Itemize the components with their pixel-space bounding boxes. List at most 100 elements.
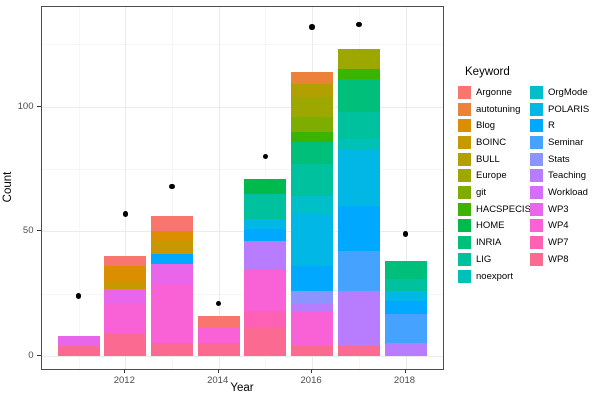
legend-item-Workload: Workload	[530, 184, 588, 201]
bar-segment-WP4	[197, 328, 240, 344]
legend-label: WP7	[548, 237, 569, 249]
bar-segment-WP8	[104, 333, 147, 356]
bar-segment-Europe	[337, 49, 380, 70]
bar-segment-INRIA	[291, 141, 334, 164]
y-tick-mark	[37, 230, 41, 232]
x-tick-mark	[124, 369, 126, 373]
legend-swatch-WP8	[530, 252, 543, 266]
legend-label: WP4	[548, 220, 569, 232]
x-tick-mark	[311, 369, 313, 373]
legend-item-Europe: Europe	[458, 168, 507, 185]
legend-label: POLARIS	[548, 103, 590, 115]
bar-segment-LIG	[291, 164, 334, 197]
plot-panel	[40, 6, 444, 370]
bar-segment-Teaching	[244, 241, 287, 269]
legend-item-HOME: HOME	[458, 218, 505, 235]
legend-swatch-OrgMode	[530, 85, 543, 99]
bar-segment-R	[337, 206, 380, 252]
bar-segment-HACSPECIS	[337, 69, 380, 80]
bar-segment-WP8	[337, 345, 380, 356]
legend-label: noexport	[476, 270, 513, 282]
bar-segment-R	[291, 266, 334, 292]
legend-item-Stats: Stats	[530, 151, 570, 168]
bar-segment-autotuning	[291, 71, 334, 85]
bar-segment-R	[384, 301, 427, 314]
legend-item-WP8: WP8	[530, 251, 569, 268]
bar-segment-WP3	[57, 335, 100, 346]
bar-segment-Teaching	[291, 303, 334, 312]
data-point	[169, 183, 175, 190]
data-point	[215, 300, 222, 307]
legend-swatch-Argonne	[458, 85, 471, 99]
bar-segment-WP4	[151, 283, 193, 344]
y-tick-label: 50	[22, 225, 34, 237]
legend-label: BULL	[476, 153, 500, 165]
bar-segment-git	[291, 116, 334, 132]
bar-segment-WP8	[291, 345, 334, 356]
legend-item-Teaching: Teaching	[530, 168, 586, 185]
legend-item-INRIA: INRIA	[458, 234, 501, 251]
legend-swatch-Blog	[458, 119, 471, 133]
bar-segment-noexport	[337, 139, 380, 150]
legend-label: autotuning	[476, 103, 521, 115]
y-tick-mark	[37, 354, 41, 356]
y-tick-label: 100	[17, 100, 34, 112]
legend-swatch-noexport	[458, 269, 471, 283]
legend-item-WP3: WP3	[530, 201, 569, 218]
legend-item-noexport: noexport	[458, 268, 513, 285]
bar-segment-Blog	[151, 231, 193, 242]
legend-label: Workload	[548, 187, 588, 199]
bar-segment-HACSPECIS	[291, 131, 334, 142]
gridline-major-y	[41, 355, 443, 357]
legend-label: HACSPECIS	[476, 203, 531, 215]
legend-item-Seminar: Seminar	[530, 134, 583, 151]
legend-label: git	[476, 187, 487, 199]
bar-segment-Seminar	[337, 251, 380, 292]
data-point	[402, 231, 409, 237]
bar-segment-Blog	[104, 266, 147, 282]
bar-segment-OrgMode	[291, 196, 334, 214]
bar-segment-BULL	[291, 84, 334, 97]
data-point	[309, 24, 315, 30]
gridline-major-x	[125, 7, 127, 369]
gridline-minor-y	[41, 44, 443, 46]
bar-segment-Europe	[291, 96, 334, 117]
legend-item-HACSPECIS: HACSPECIS	[458, 201, 531, 218]
legend-swatch-LIG	[458, 252, 471, 266]
gridline-major-y	[41, 106, 443, 108]
gridline-minor-y	[41, 169, 443, 170]
legend-item-POLARIS: POLARIS	[530, 101, 589, 118]
x-tick-label: 2016	[300, 374, 322, 386]
legend-swatch-git	[458, 186, 471, 200]
gridline-minor-x	[78, 7, 80, 369]
legend-item-Blog: Blog	[458, 117, 495, 134]
bar-segment-WP4	[291, 311, 334, 346]
x-axis-title: Year	[230, 382, 254, 394]
gridline-major-y	[41, 231, 443, 233]
y-tick-label: 0	[28, 349, 34, 361]
bar-segment-INRIA	[337, 79, 380, 112]
legend-swatch-Seminar	[530, 135, 543, 149]
legend-label: WP3	[548, 203, 569, 215]
legend-swatch-WP4	[530, 219, 543, 233]
bar-segment-Teaching	[337, 291, 380, 346]
bar-segment-LIG	[384, 278, 427, 292]
bar-segment-WP3	[104, 288, 147, 304]
legend-swatch-WP7	[530, 236, 543, 250]
bar-segment-Argonne	[151, 216, 193, 232]
legend-item-git: git	[458, 184, 486, 201]
legend-swatch-Stats	[530, 152, 543, 166]
legend-label: Teaching	[548, 170, 587, 182]
bar-segment-WP8	[244, 328, 287, 356]
legend-item-BOINC: BOINC	[458, 134, 506, 151]
bar-segment-POLARIS	[384, 291, 427, 302]
bar-segment-WP3	[151, 263, 193, 284]
legend-label: Argonne	[476, 86, 512, 98]
legend-label: LIG	[476, 253, 492, 265]
bar-segment-LIG	[244, 193, 287, 219]
legend-swatch-HOME	[458, 219, 471, 233]
bar-segment-LIG	[337, 111, 380, 140]
legend-swatch-HACSPECIS	[458, 202, 471, 216]
data-point	[122, 211, 129, 217]
bar-segment-Stats	[291, 291, 334, 304]
